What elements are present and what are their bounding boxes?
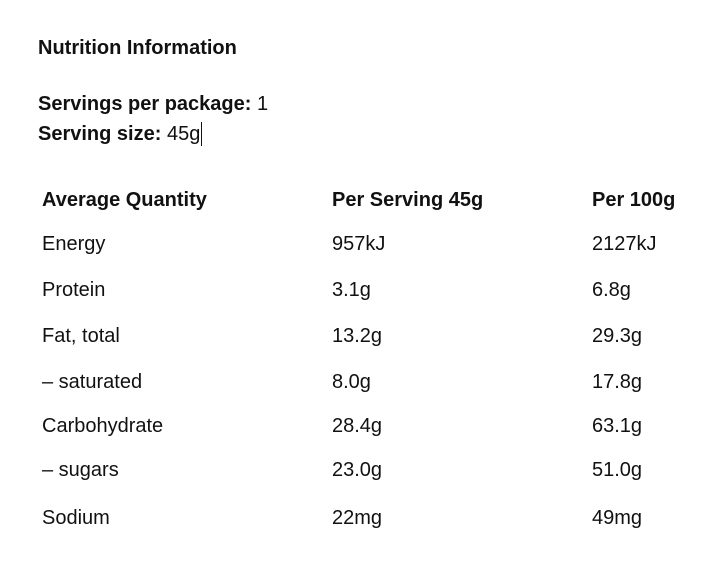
cell: 28.4g [332, 415, 383, 437]
cell: 13.2g [332, 325, 383, 347]
cell: 17.8g [592, 371, 643, 393]
cell: 957kJ [332, 233, 386, 255]
cell: 22mg [332, 507, 383, 529]
cell: 29.3g [592, 325, 643, 347]
servings-line: Servings per package: 1 [38, 92, 268, 116]
serving-size-line: Serving size: 45g [38, 122, 200, 146]
row-label: – sugars [42, 459, 119, 481]
servings-label: Servings per package: [38, 93, 252, 115]
cell: 3.1g [332, 279, 371, 301]
cell: 2127kJ [592, 233, 657, 255]
serving-size-value: 45g [166, 123, 201, 145]
cell: 63.1g [592, 415, 643, 437]
column-header: Per Serving 45g [332, 189, 484, 211]
cell: 6.8g [592, 279, 631, 301]
cell: 23.0g [332, 459, 383, 481]
text-cursor [201, 122, 203, 146]
column-header: Average Quantity [42, 189, 207, 211]
row-label: Fat, total [42, 325, 120, 347]
row-label: Carbohydrate [42, 415, 164, 437]
row-label: Sodium [42, 507, 110, 529]
row-label: – saturated [42, 371, 143, 393]
cell: 49mg [592, 507, 643, 529]
cell: 51.0g [592, 459, 643, 481]
row-label: Energy [42, 233, 106, 255]
cell: 8.0g [332, 371, 371, 393]
title: Nutrition Information [38, 37, 237, 59]
servings-value: 1 [257, 93, 269, 115]
row-label: Protein [42, 279, 106, 301]
column-header: Per 100g [592, 189, 676, 211]
serving-size-label: Serving size: [38, 123, 162, 145]
